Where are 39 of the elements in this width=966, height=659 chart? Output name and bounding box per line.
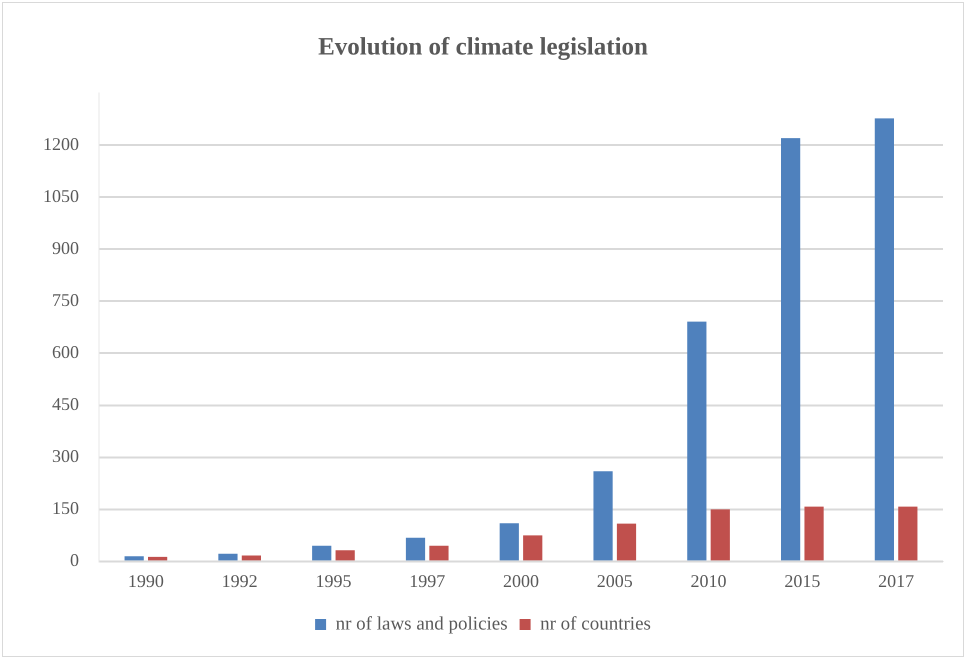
chart-title: Evolution of climate legislation bbox=[318, 33, 648, 60]
x-tick-label: 1992 bbox=[222, 570, 258, 591]
x-tick-label: 2005 bbox=[596, 570, 633, 591]
y-tick-label: 300 bbox=[52, 446, 79, 466]
bar bbox=[804, 506, 824, 560]
y-tick-label: 450 bbox=[52, 394, 79, 414]
x-tick-label: 2000 bbox=[503, 570, 539, 591]
y-tick-label: 150 bbox=[52, 498, 79, 518]
bar bbox=[898, 506, 918, 560]
bar bbox=[593, 471, 613, 560]
y-tick-label: 750 bbox=[52, 290, 79, 310]
x-tick-label: 2017 bbox=[878, 570, 914, 591]
bar bbox=[242, 556, 261, 560]
y-tick-label: 0 bbox=[70, 550, 79, 570]
bar bbox=[687, 322, 706, 560]
bar bbox=[523, 535, 542, 560]
bar bbox=[616, 524, 636, 560]
bar bbox=[336, 550, 355, 560]
y-tick-label: 900 bbox=[52, 238, 79, 258]
bar bbox=[124, 556, 144, 560]
bar bbox=[500, 523, 519, 560]
y-tick-label: 1050 bbox=[43, 186, 79, 206]
bar bbox=[218, 554, 238, 560]
x-tick-label: 1990 bbox=[128, 570, 164, 591]
x-tick-label: 1997 bbox=[409, 570, 446, 591]
y-tick-label: 600 bbox=[52, 342, 79, 362]
legend-label: nr of laws and policies bbox=[336, 613, 508, 634]
bar bbox=[429, 546, 449, 560]
bar bbox=[781, 138, 800, 560]
x-tick-label: 2010 bbox=[690, 570, 727, 591]
bar bbox=[874, 118, 894, 560]
bar bbox=[406, 538, 426, 560]
legend-label: nr of countries bbox=[540, 613, 651, 634]
bar bbox=[710, 509, 730, 560]
bar bbox=[148, 556, 168, 560]
x-tick-label: 2015 bbox=[784, 570, 820, 591]
x-tick-label: 1995 bbox=[315, 570, 352, 591]
y-tick-label: 1200 bbox=[43, 134, 79, 154]
bar bbox=[312, 546, 332, 560]
